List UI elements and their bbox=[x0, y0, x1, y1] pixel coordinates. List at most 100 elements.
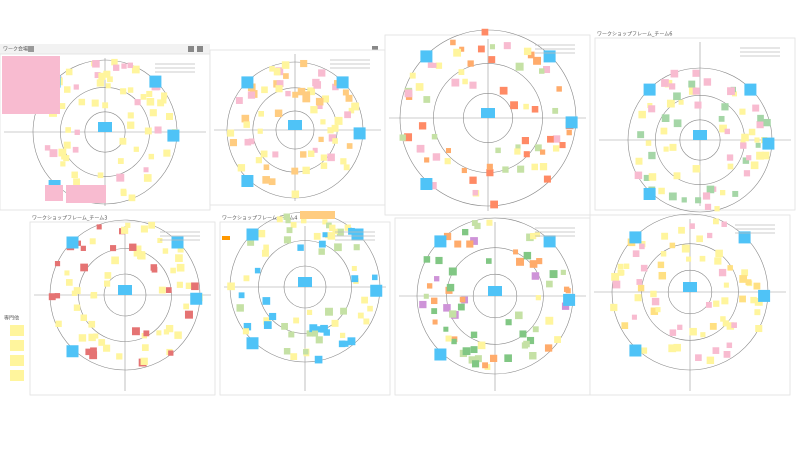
sticky-note bbox=[244, 138, 252, 146]
sticky-note bbox=[660, 127, 668, 135]
sticky-note bbox=[89, 351, 98, 360]
sticky-note bbox=[307, 87, 315, 96]
sticky-note bbox=[610, 303, 618, 312]
sticky-note bbox=[288, 331, 295, 338]
sticky-note bbox=[726, 154, 734, 161]
sticky-note bbox=[157, 99, 165, 107]
sticky-note bbox=[673, 92, 681, 101]
sticky-note bbox=[681, 197, 687, 203]
sticky-note bbox=[80, 314, 88, 321]
sticky-note bbox=[435, 256, 443, 265]
sticky-note bbox=[723, 282, 729, 288]
sticky-note bbox=[499, 86, 508, 95]
sticky-note bbox=[745, 279, 752, 286]
sticky-note bbox=[316, 103, 323, 110]
sticky-note bbox=[113, 64, 120, 71]
sticky-note bbox=[462, 228, 469, 236]
sticky-note bbox=[111, 256, 119, 265]
sticky-note bbox=[490, 200, 498, 209]
sticky-note bbox=[692, 165, 701, 173]
sticky-note bbox=[623, 263, 630, 269]
sticky-note bbox=[339, 332, 346, 339]
sticky-note bbox=[260, 150, 268, 158]
sticky-note bbox=[146, 90, 153, 97]
sticky-note bbox=[268, 178, 276, 186]
sticky-note bbox=[552, 135, 561, 143]
frame-title: ワークショップフレーム_チーム3 bbox=[32, 216, 107, 222]
sticky-note bbox=[726, 322, 735, 330]
sticky-note bbox=[692, 87, 700, 95]
sticky-note bbox=[318, 136, 324, 143]
sticky-note bbox=[426, 283, 433, 289]
sticky-note bbox=[361, 296, 368, 304]
ring bbox=[472, 273, 518, 319]
sticky-note bbox=[661, 232, 669, 240]
ring bbox=[679, 119, 721, 161]
sticky-note bbox=[96, 224, 102, 230]
sticky-note bbox=[58, 148, 67, 157]
sticky-note bbox=[351, 275, 359, 283]
pink-note bbox=[2, 56, 60, 114]
sticky-note bbox=[97, 172, 104, 179]
sticky-note bbox=[243, 275, 250, 282]
sticky-note bbox=[677, 324, 683, 330]
sticky-note bbox=[158, 286, 166, 294]
sticky-note bbox=[721, 103, 729, 111]
sticky-note bbox=[92, 60, 100, 68]
sticky-note bbox=[514, 148, 521, 155]
sticky-note bbox=[127, 87, 134, 93]
label-note bbox=[241, 175, 254, 187]
sticky-note bbox=[709, 322, 717, 330]
sticky-note bbox=[486, 169, 494, 177]
sticky-note bbox=[731, 322, 737, 328]
sticky-note bbox=[678, 226, 685, 234]
sticky-note bbox=[105, 83, 111, 89]
sticky-note bbox=[184, 310, 193, 319]
sticky-note bbox=[236, 304, 244, 312]
sticky-note bbox=[275, 85, 283, 93]
sticky-note bbox=[643, 174, 650, 181]
sticky-note bbox=[741, 269, 749, 277]
sticky-note bbox=[714, 257, 722, 265]
label-note bbox=[744, 83, 757, 96]
sticky-note bbox=[753, 282, 761, 290]
sticky-note bbox=[489, 354, 498, 363]
sticky-note bbox=[127, 112, 134, 119]
sticky-note bbox=[351, 102, 360, 111]
frame bbox=[384, 34, 591, 216]
sticky-note bbox=[65, 68, 73, 76]
side-note bbox=[10, 340, 24, 351]
sticky-note bbox=[617, 269, 624, 276]
sticky-note bbox=[60, 161, 66, 167]
sticky-note bbox=[502, 166, 509, 173]
sticky-note bbox=[638, 110, 646, 119]
sticky-note bbox=[291, 167, 299, 175]
sticky-note bbox=[423, 96, 431, 103]
sticky-note bbox=[535, 295, 541, 301]
sticky-note bbox=[247, 238, 255, 246]
sticky-note bbox=[722, 320, 729, 327]
sticky-note bbox=[283, 236, 292, 244]
sticky-note bbox=[340, 158, 347, 165]
sticky-note bbox=[450, 39, 456, 46]
sticky-note bbox=[658, 187, 665, 195]
orange-tab bbox=[300, 211, 335, 219]
sticky-note bbox=[149, 109, 157, 117]
sticky-note bbox=[648, 105, 656, 113]
sticky-note bbox=[635, 157, 643, 165]
ring bbox=[463, 93, 513, 143]
sticky-note bbox=[726, 342, 733, 349]
tool-icon bbox=[188, 46, 194, 52]
label-note bbox=[66, 236, 79, 249]
sticky-note bbox=[290, 353, 298, 360]
sticky-note bbox=[531, 105, 539, 113]
sticky-note bbox=[655, 307, 661, 313]
ring bbox=[78, 248, 172, 342]
sticky-note bbox=[269, 312, 277, 321]
sticky-note bbox=[648, 173, 657, 181]
sticky-note bbox=[71, 171, 78, 179]
sticky-note bbox=[140, 357, 148, 365]
sticky-note bbox=[340, 307, 348, 315]
sticky-note bbox=[241, 114, 250, 123]
